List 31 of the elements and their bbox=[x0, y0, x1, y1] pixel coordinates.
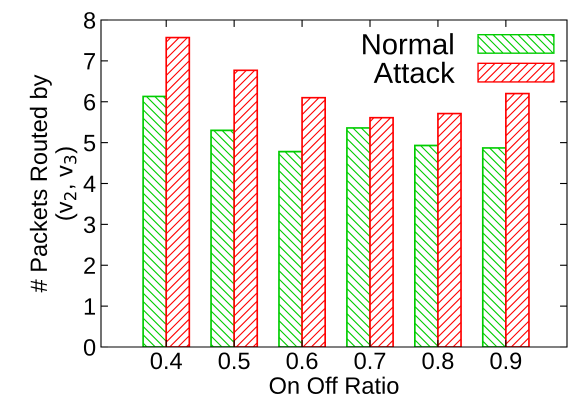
x-axis-title: On Off Ratio bbox=[270, 376, 398, 394]
bar bbox=[414, 144, 439, 347]
bar bbox=[233, 69, 258, 347]
y-tick-label: 2 bbox=[84, 257, 95, 274]
bar bbox=[437, 112, 462, 347]
y-tick-label: 7 bbox=[84, 53, 95, 70]
bar bbox=[482, 147, 507, 347]
x-tick-label: 0.8 bbox=[422, 352, 454, 370]
y-tick-label: 5 bbox=[84, 134, 96, 152]
bar bbox=[301, 96, 326, 347]
bar bbox=[346, 127, 371, 347]
x-tick-label: 0.4 bbox=[150, 352, 182, 370]
y-tick-label: 0 bbox=[84, 339, 96, 356]
bar bbox=[165, 36, 190, 347]
x-tick-label: 0.6 bbox=[286, 352, 318, 370]
bar bbox=[369, 116, 394, 347]
legend-label: Normal bbox=[363, 33, 453, 55]
x-tick-label: 0.5 bbox=[218, 352, 250, 370]
y-tick-label: 1 bbox=[84, 298, 95, 315]
bar bbox=[278, 150, 303, 347]
y-tick-label: 4 bbox=[84, 176, 96, 192]
bar bbox=[505, 92, 530, 347]
bar bbox=[210, 130, 235, 347]
y-tick-label: 3 bbox=[84, 216, 96, 234]
bar bbox=[142, 96, 168, 347]
y-axis-title: # Packets Routed by (v$_{2}$, v$_{3}$) bbox=[30, 74, 78, 292]
legend-label: Attack bbox=[374, 62, 455, 84]
x-tick-label: 0.7 bbox=[354, 352, 386, 370]
y-tick-label: 6 bbox=[84, 94, 96, 111]
y-tick-label: 8 bbox=[84, 12, 96, 29]
x-tick-label: 0.9 bbox=[490, 352, 522, 370]
